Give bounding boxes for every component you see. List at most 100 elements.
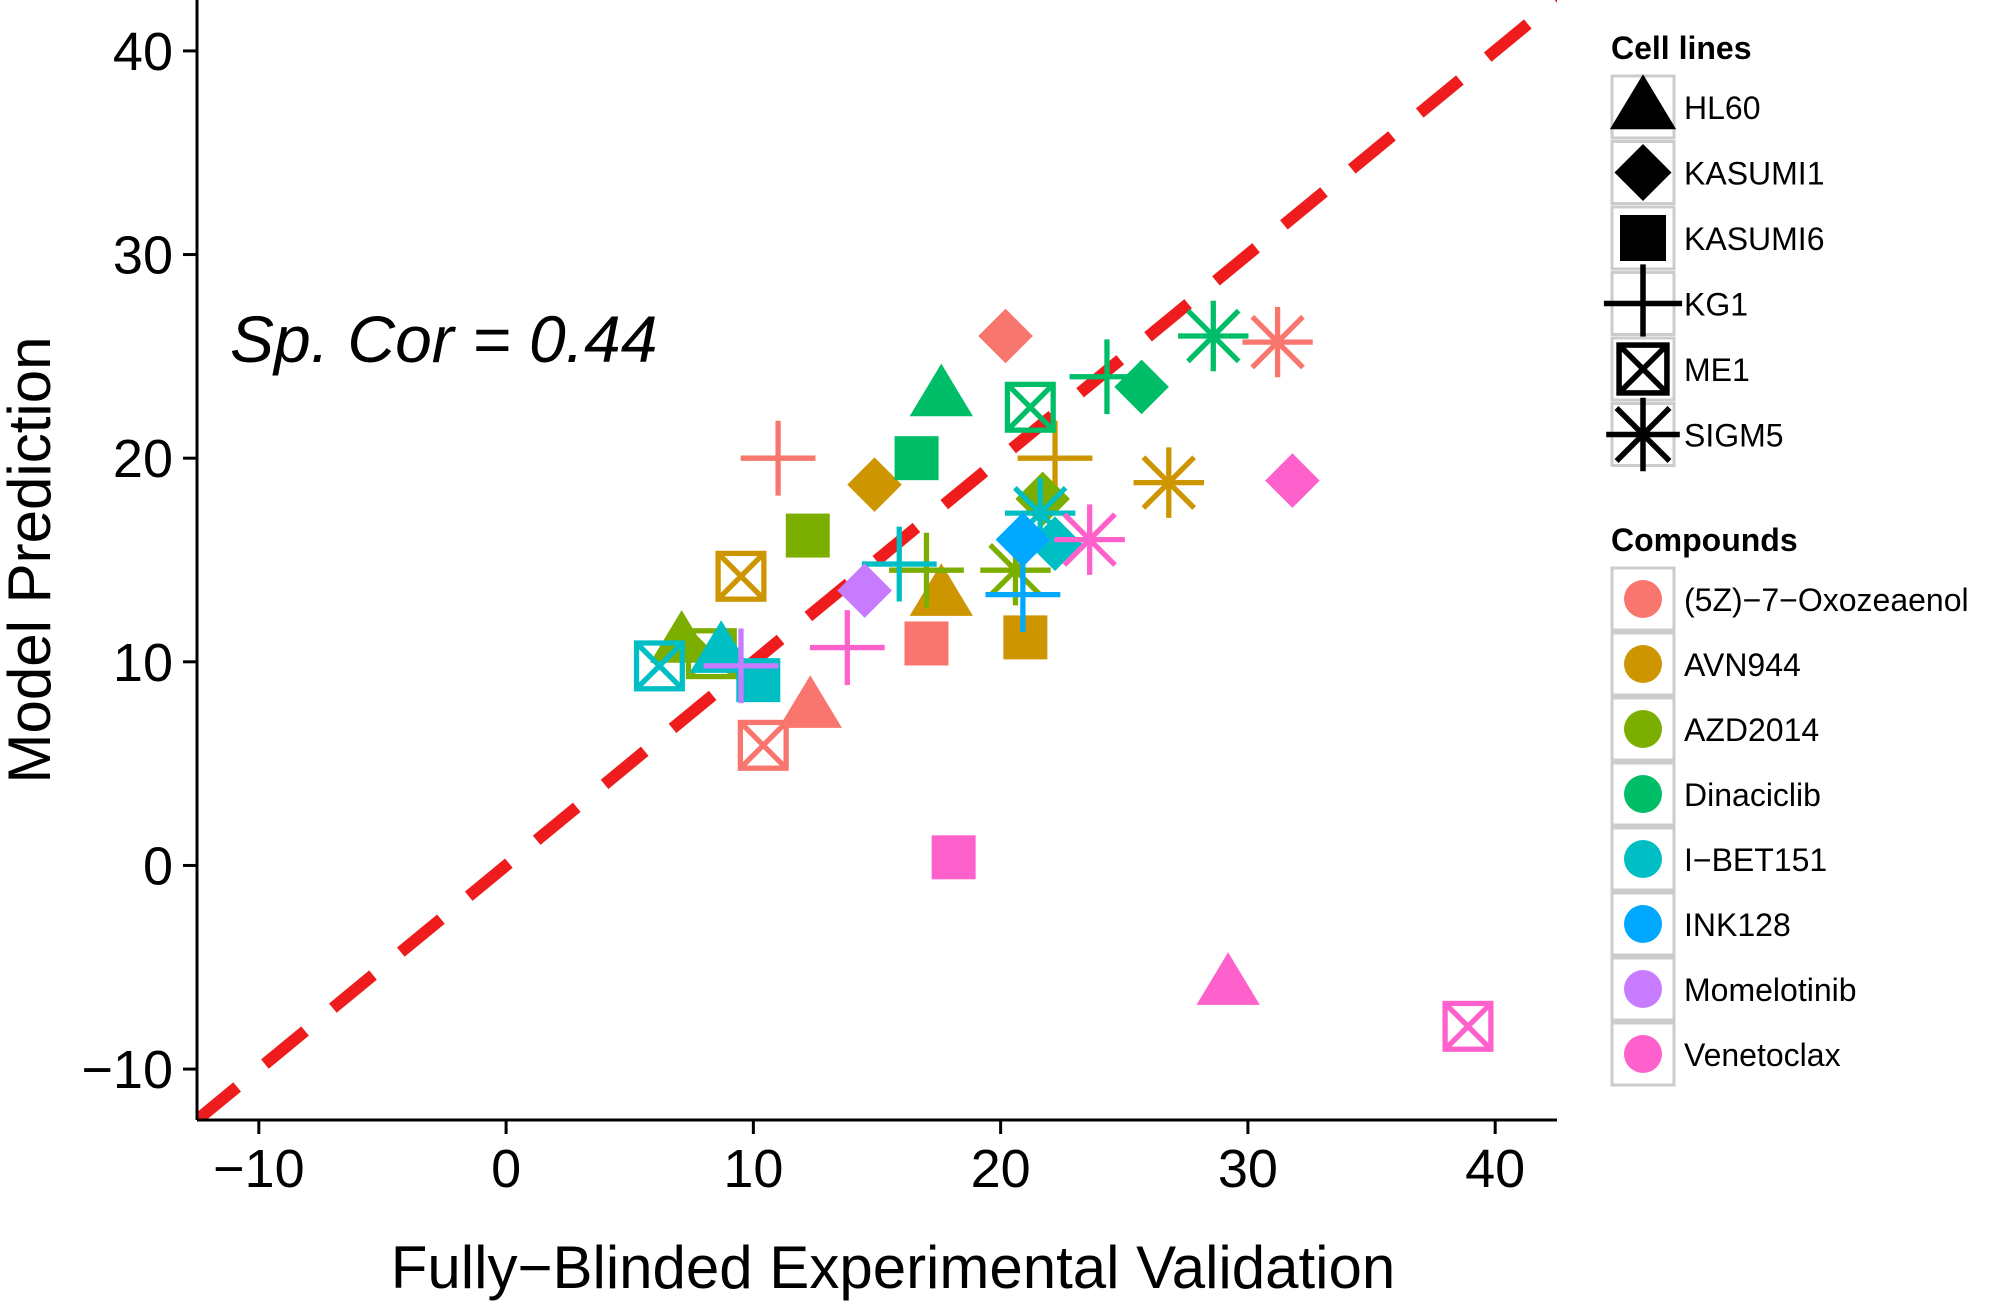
data-point [978, 308, 1033, 364]
x-tick-label: −10 [213, 1139, 305, 1199]
legend-marker [1624, 840, 1662, 878]
identity-reference-line [197, 0, 1557, 1120]
cell-lines-legend: Cell lines HL60 KASUMI1 KASUMI6 KG1 ME1 SIGM5 [1603, 30, 1824, 472]
legend-key [1610, 566, 1676, 632]
legend-item-compound: Venetoclax [1610, 1021, 1841, 1087]
x-tick-label: 0 [491, 1139, 521, 1199]
data-point [995, 512, 1051, 567]
legend-label: INK128 [1684, 907, 1791, 943]
y-tick-label: 30 [113, 226, 173, 286]
legend-label: Momelotinib [1684, 972, 1857, 1008]
legend-item-compound: INK128 [1610, 891, 1791, 957]
legend-item-me1: ME1 [1610, 336, 1750, 402]
data-point [904, 621, 949, 666]
legend-marker [1624, 970, 1662, 1008]
legend-label: SIGM5 [1684, 418, 1784, 454]
data-point [1196, 952, 1260, 1005]
cell-lines-legend-title: Cell lines [1611, 30, 1752, 66]
data-point [931, 835, 976, 880]
compounds-legend-title: Compounds [1611, 522, 1798, 558]
legend-label: Dinaciclib [1684, 777, 1821, 813]
data-point [1133, 447, 1204, 518]
data-point [809, 610, 885, 685]
legend-marker [1606, 397, 1680, 472]
data-point [1017, 420, 1093, 496]
legend-key [1610, 826, 1676, 892]
data-point [778, 675, 842, 728]
x-axis-label: Fully−Blinded Experimental Validation [391, 1234, 1395, 1301]
y-tick-label: 10 [113, 633, 173, 693]
data-point [649, 610, 714, 663]
legend-item-kasumi6: KASUMI6 [1610, 205, 1824, 271]
legend-label: AVN944 [1684, 647, 1801, 683]
legend-marker [1609, 74, 1677, 130]
legend-marker [1624, 710, 1662, 748]
y-tick-label: 20 [113, 429, 173, 489]
legend-label: I−BET151 [1684, 842, 1827, 878]
plot-area: −10 0 10 20 30 40 −10 0 10 20 30 40 [81, 0, 1557, 1199]
x-tick-label: 20 [971, 1139, 1031, 1199]
data-point [1054, 504, 1125, 575]
data-point [1178, 300, 1249, 372]
y-tick-label: 0 [143, 836, 173, 896]
legend-label: KG1 [1684, 287, 1748, 323]
legend-item-kg1: KG1 [1603, 264, 1748, 343]
legend-item-compound: Dinaciclib [1610, 761, 1821, 827]
legend-marker [1624, 1035, 1662, 1073]
data-point [1004, 381, 1056, 433]
legend-marker [1603, 264, 1683, 343]
y-tick-label: −10 [81, 1040, 173, 1100]
y-axis-ticks: −10 0 10 20 30 40 [81, 22, 197, 1100]
legend-marker [1620, 215, 1666, 261]
identity-line-layer [197, 0, 1557, 1120]
data-point [894, 436, 939, 481]
legend-label: AZD2014 [1684, 712, 1819, 748]
x-tick-label: 30 [1218, 1139, 1278, 1199]
legend-item-compound: (5Z)−7−Oxozeaenol [1610, 566, 1969, 632]
legend-marker [1624, 775, 1662, 813]
legend-item-compound: Momelotinib [1610, 956, 1857, 1022]
correlation-annotation: Sp. Cor = 0.44 [230, 302, 657, 376]
data-point [861, 526, 937, 602]
data-point [785, 513, 830, 558]
legend-label: KASUMI6 [1684, 221, 1824, 257]
legend-marker [1616, 342, 1670, 396]
data-point [633, 640, 685, 692]
data-point [909, 363, 973, 417]
legend-marker [1614, 143, 1672, 202]
data-point [737, 719, 789, 771]
legend-marker [1624, 580, 1662, 618]
legend-item-hl60: HL60 [1609, 74, 1761, 140]
data-point [1242, 306, 1313, 378]
legend-item-compound: I−BET151 [1610, 826, 1827, 892]
legend-marker [1624, 905, 1662, 943]
legend-item-kasumi1: KASUMI1 [1610, 140, 1824, 205]
data-point [740, 420, 816, 496]
data-point [1442, 1000, 1494, 1052]
legend-marker [1624, 645, 1662, 683]
x-tick-label: 10 [723, 1139, 783, 1199]
data-point [837, 563, 892, 618]
data-point [715, 550, 767, 602]
data-point [985, 557, 1061, 633]
data-point [847, 457, 902, 512]
compounds-legend: Compounds (5Z)−7−Oxozeaenol AVN944 AZD2014… [1610, 522, 1969, 1087]
legend-label: ME1 [1684, 352, 1750, 388]
legend-item-compound: AZD2014 [1610, 696, 1819, 762]
legend-label: (5Z)−7−Oxozeaenol [1684, 582, 1969, 618]
legend-item-sigm5: SIGM5 [1606, 397, 1784, 472]
y-tick-label: 40 [113, 22, 173, 82]
data-point [1265, 453, 1320, 508]
legend-key [1610, 696, 1676, 762]
legend-label: KASUMI1 [1684, 156, 1824, 192]
legend-label: HL60 [1684, 90, 1761, 126]
x-tick-label: 40 [1465, 1139, 1525, 1199]
legend-label: Venetoclax [1684, 1037, 1841, 1073]
legend-item-compound: AVN944 [1610, 631, 1801, 697]
points-layer [633, 300, 1494, 1052]
data-point [703, 628, 779, 704]
data-point [1114, 359, 1169, 415]
y-axis-label: Model Prediction [0, 337, 63, 784]
x-axis-ticks: −10 0 10 20 30 40 [213, 1120, 1525, 1199]
